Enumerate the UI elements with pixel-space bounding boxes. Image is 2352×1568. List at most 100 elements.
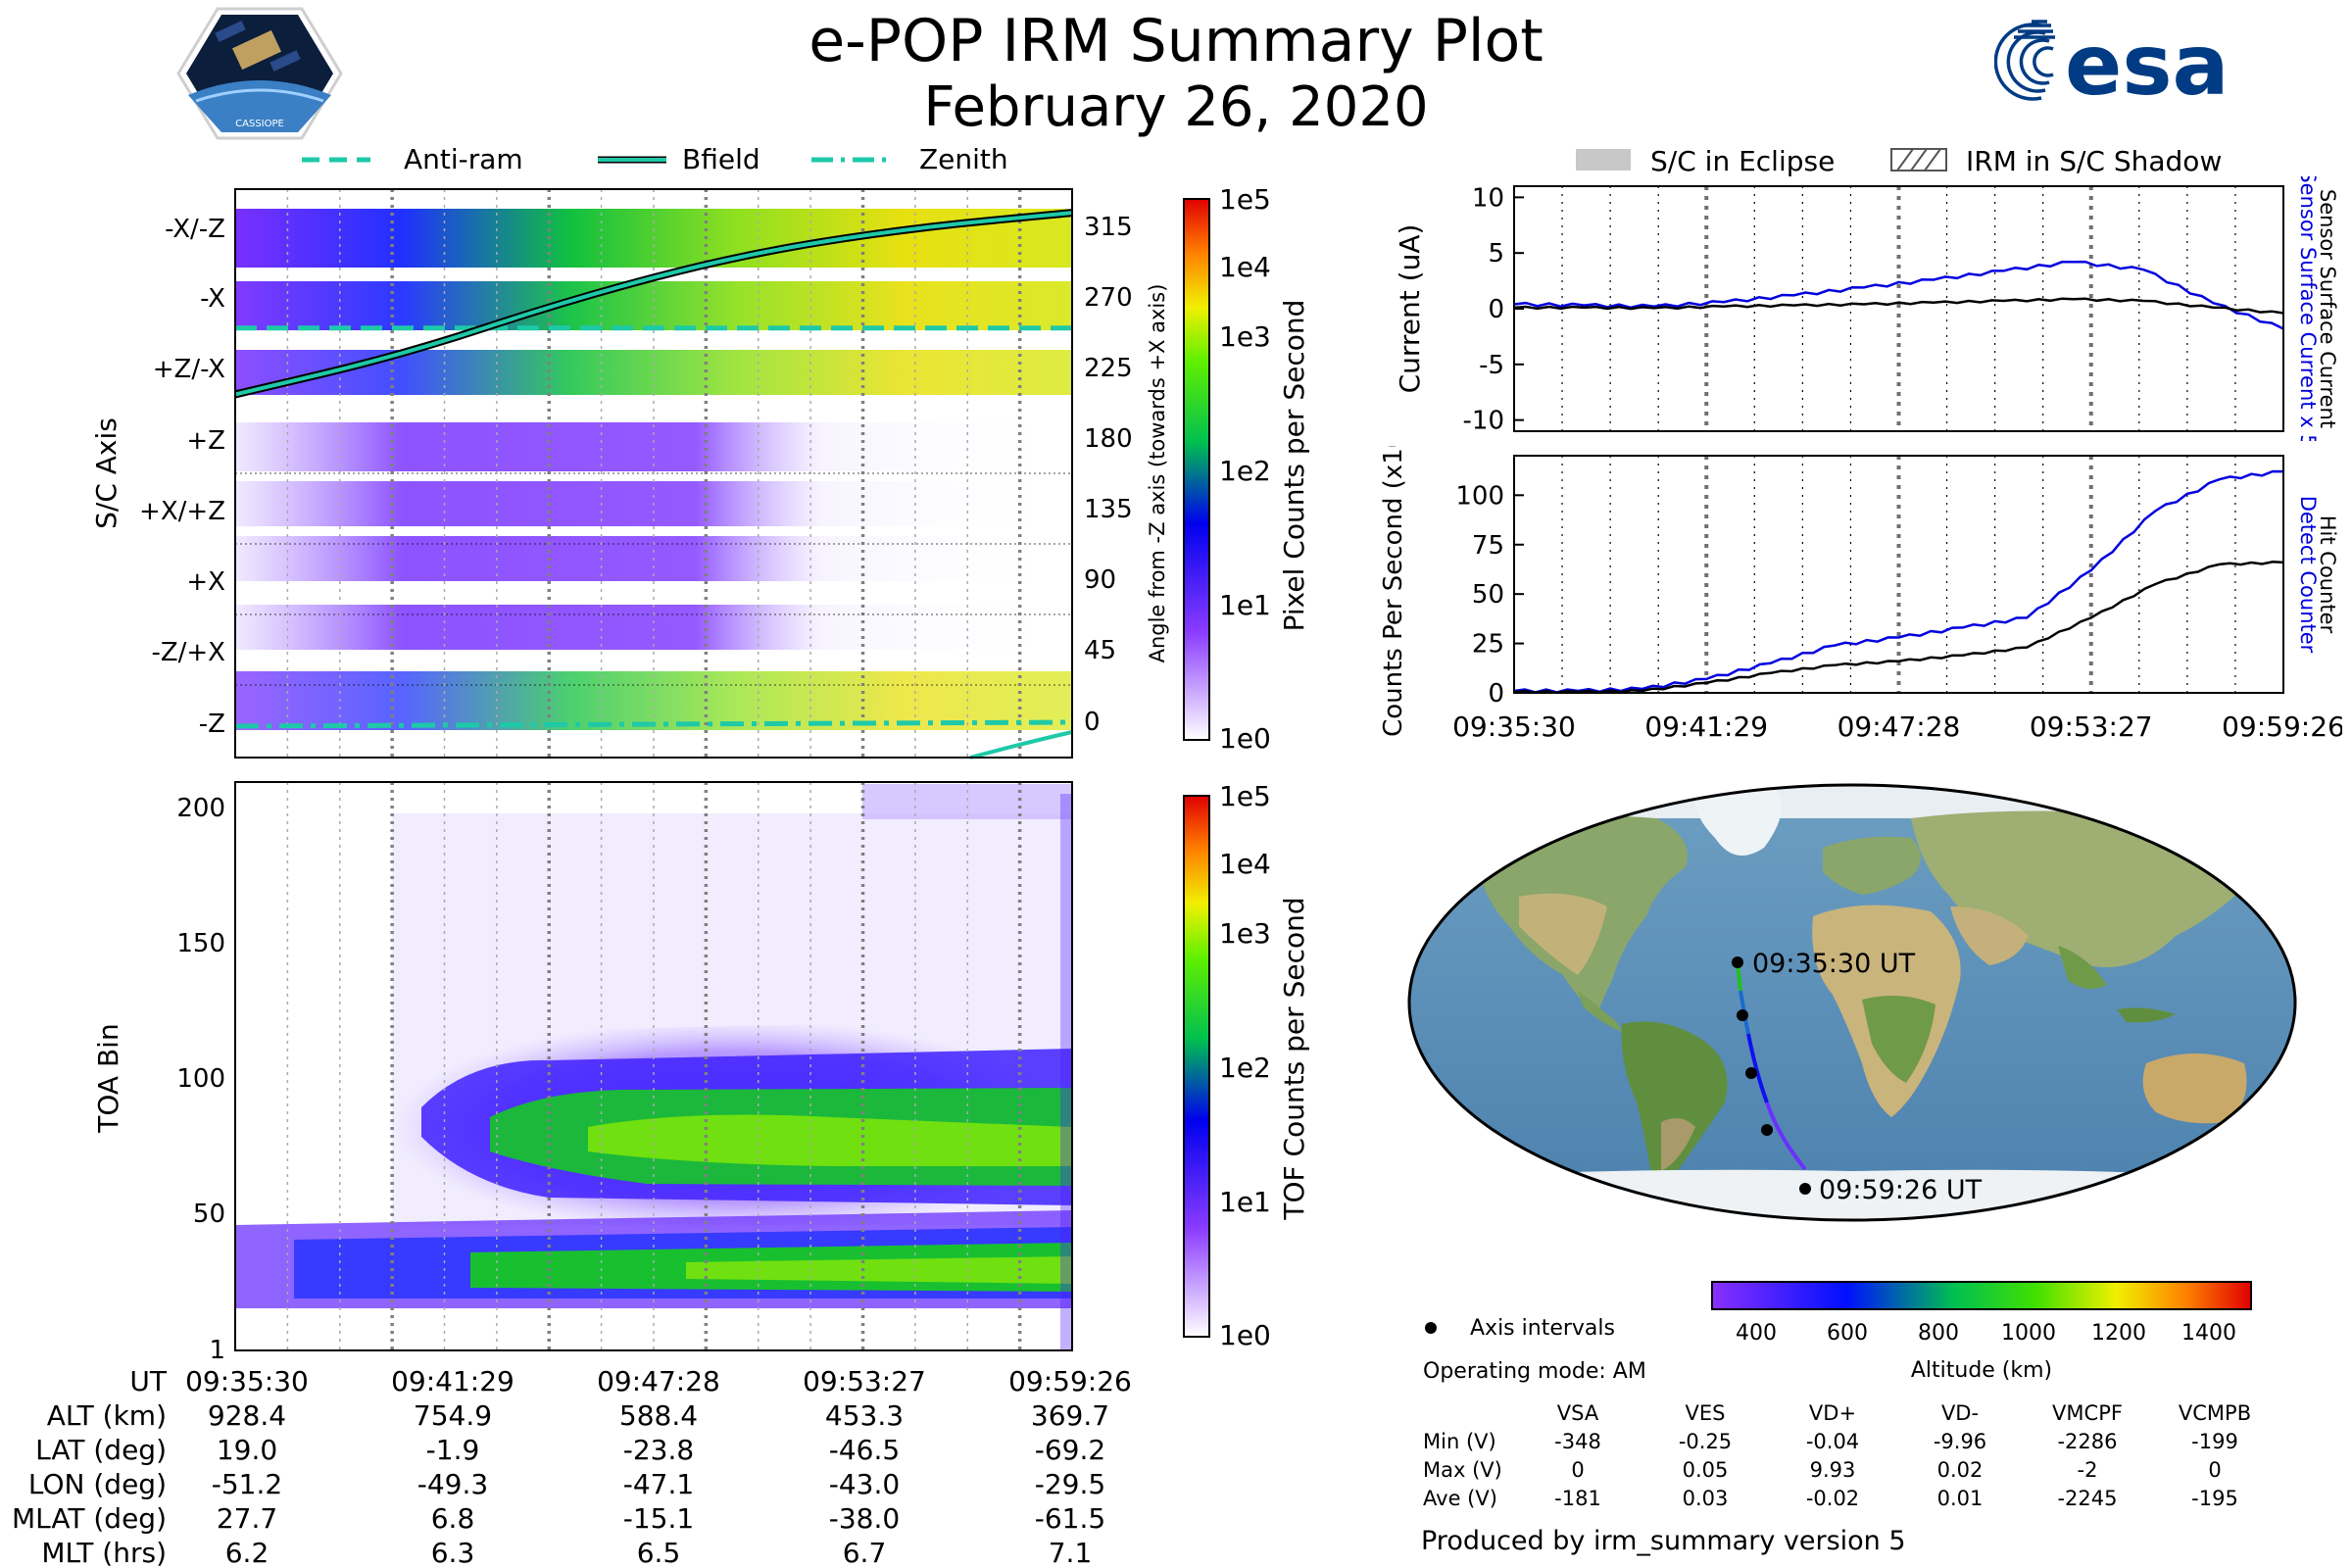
esa-logo: esa bbox=[1993, 12, 2278, 115]
pixel-angle-tick: 45 bbox=[1084, 636, 1116, 665]
svg-text:Zenith: Zenith bbox=[919, 143, 1008, 175]
volt-cell: -195 bbox=[2191, 1487, 2238, 1510]
ytick-label: 5 bbox=[1488, 239, 1504, 269]
voltage-table: VSA VES VD+ VD- VMCPF VCMPB Min (V) Max … bbox=[1421, 1401, 2251, 1556]
svg-text:Bfield: Bfield bbox=[682, 143, 760, 175]
current-plot: 10 5 0 -5 -10 Current (uA) Sensor Surface Cu… bbox=[1394, 176, 2339, 441]
track-start-label: 09:35:30 UT bbox=[1752, 949, 1916, 979]
eph-cell: 453.3 bbox=[825, 1399, 904, 1432]
eph-cell: -23.8 bbox=[623, 1434, 694, 1466]
pixel-ylabel: S/C Axis bbox=[90, 417, 122, 529]
eph-cell: 6.5 bbox=[637, 1537, 681, 1568]
eph-cell: 754.9 bbox=[414, 1399, 492, 1432]
pixel-ytick: +Z bbox=[186, 426, 225, 456]
pixel-ytick: -Z/+X bbox=[151, 638, 225, 667]
tof-ytick: 100 bbox=[176, 1064, 225, 1094]
volt-cell: 0.01 bbox=[1937, 1487, 1984, 1510]
eph-cell: 6.7 bbox=[843, 1537, 887, 1568]
volt-col-header: VD- bbox=[1941, 1401, 1979, 1425]
current-right-label-blue: Sensor Surface Current x 5 bbox=[2296, 176, 2320, 441]
svg-text:esa: esa bbox=[2065, 17, 2230, 110]
pixel-ytick: +X bbox=[186, 567, 225, 597]
eph-label: LAT (deg) bbox=[35, 1434, 167, 1466]
xtick-label: 09:59:26 bbox=[2222, 710, 2342, 743]
eph-cell: 369.7 bbox=[1031, 1399, 1109, 1432]
tof-colorbar bbox=[1183, 795, 1210, 1338]
eph-cell: 588.4 bbox=[619, 1399, 698, 1432]
eph-cell: 19.0 bbox=[217, 1434, 277, 1466]
eph-cell: 6.8 bbox=[431, 1502, 475, 1535]
legend-zenith: Zenith bbox=[811, 143, 1008, 175]
volt-cell: -2245 bbox=[2057, 1487, 2117, 1510]
detect-counter-line bbox=[1513, 469, 2284, 694]
svg-text:CASSIOPE: CASSIOPE bbox=[235, 119, 284, 129]
alt-tick: 1000 bbox=[2001, 1321, 2056, 1346]
tof-ytick: 1 bbox=[209, 1336, 225, 1362]
pixel-cbar-tick: 1e2 bbox=[1219, 455, 1271, 487]
pixel-angle-tick: 315 bbox=[1084, 213, 1133, 242]
volt-cell: -9.96 bbox=[1934, 1430, 1986, 1453]
tof-ylabel: TOA Bin bbox=[92, 1023, 124, 1133]
volt-row-label: Max (V) bbox=[1423, 1458, 1502, 1482]
eph-cell: -46.5 bbox=[829, 1434, 900, 1466]
tof-ytick: 50 bbox=[193, 1200, 225, 1229]
pixel-colorbar bbox=[1183, 198, 1210, 741]
track-point bbox=[1745, 1067, 1757, 1079]
pixel-angle-tick: 270 bbox=[1084, 283, 1133, 313]
volt-cell: 0 bbox=[1571, 1458, 1584, 1482]
counts-ylabel: Counts Per Second (x10³) bbox=[1379, 446, 1408, 737]
xtick-label: 09:35:30 bbox=[1452, 710, 1576, 743]
volt-col-header: VSA bbox=[1557, 1401, 1599, 1425]
legend-bfield: Bfield bbox=[598, 143, 760, 175]
svg-text:Anti-ram: Anti-ram bbox=[404, 143, 523, 175]
tof-cbar-tick: 1e5 bbox=[1219, 780, 1271, 812]
pixel-angle-tick: 225 bbox=[1084, 354, 1133, 383]
tof-cbar-tick: 1e2 bbox=[1219, 1052, 1271, 1084]
current-right-label-black: Sensor Surface Current bbox=[2316, 189, 2339, 428]
legend-right: S/C in Eclipse IRM in S/C Shadow bbox=[1576, 145, 2222, 177]
pixel-cbar-tick: 1e3 bbox=[1219, 320, 1271, 353]
pixel-cbar-tick: 1e4 bbox=[1219, 251, 1271, 283]
current-x5-line bbox=[1513, 260, 2284, 330]
track-point-end bbox=[1799, 1183, 1811, 1195]
eph-time: 09:47:28 bbox=[597, 1365, 720, 1397]
volt-cell: -181 bbox=[1554, 1487, 1601, 1510]
pixel-ytick: +X/+Z bbox=[139, 497, 225, 526]
world-map: 09:35:30 UT 09:59:26 UT bbox=[1407, 783, 2297, 1222]
volt-cell: -2 bbox=[2078, 1458, 2098, 1482]
eph-cell: 6.3 bbox=[431, 1537, 475, 1568]
volt-cell: 0.05 bbox=[1683, 1458, 1729, 1482]
eph-label: MLT (hrs) bbox=[41, 1537, 167, 1568]
tof-cbar-tick: 1e0 bbox=[1219, 1319, 1271, 1351]
tof-cbar-tick: 1e4 bbox=[1219, 848, 1271, 880]
alt-tick: 600 bbox=[1827, 1321, 1868, 1346]
page-title: e-POP IRM Summary Plot bbox=[808, 7, 1544, 75]
ytick-label: 0 bbox=[1488, 295, 1504, 324]
eph-cell: -43.0 bbox=[829, 1468, 900, 1500]
volt-col-header: VES bbox=[1686, 1401, 1726, 1425]
legend-top: Anti-ram Bfield Zenith bbox=[302, 143, 1008, 175]
eph-label: LON (deg) bbox=[28, 1468, 167, 1500]
eph-cell: 27.7 bbox=[217, 1502, 277, 1535]
zenith-line bbox=[234, 719, 1073, 729]
operating-mode: Operating mode: AM bbox=[1423, 1359, 1646, 1384]
eph-label: MLAT (deg) bbox=[12, 1502, 167, 1535]
eph-label: UT bbox=[129, 1365, 167, 1397]
legend-shadow: IRM in S/C Shadow bbox=[1966, 145, 2222, 177]
volt-row-label: Ave (V) bbox=[1423, 1487, 1497, 1510]
tof-ytick: 150 bbox=[176, 929, 225, 958]
pixel-cbar-tick: 1e5 bbox=[1219, 183, 1271, 216]
pixel-ytick: -X/-Z bbox=[165, 215, 225, 244]
counts-right-label-blue: Detect Counter bbox=[2296, 496, 2320, 654]
volt-col-header: VMCPF bbox=[2052, 1401, 2123, 1425]
volt-cell: -0.02 bbox=[1806, 1487, 1859, 1510]
eph-time: 09:41:29 bbox=[391, 1365, 514, 1397]
bfield-curve bbox=[234, 211, 1073, 397]
pixel-cbar-tick: 1e1 bbox=[1219, 589, 1271, 621]
ytick-label: -10 bbox=[1463, 407, 1504, 436]
alt-label: Altitude (km) bbox=[1911, 1358, 2052, 1383]
eph-cell: -15.1 bbox=[623, 1502, 694, 1535]
eph-cell: -47.1 bbox=[623, 1468, 694, 1500]
ytick-label: 75 bbox=[1472, 531, 1504, 561]
pixel-angle-tick: 135 bbox=[1084, 495, 1133, 524]
